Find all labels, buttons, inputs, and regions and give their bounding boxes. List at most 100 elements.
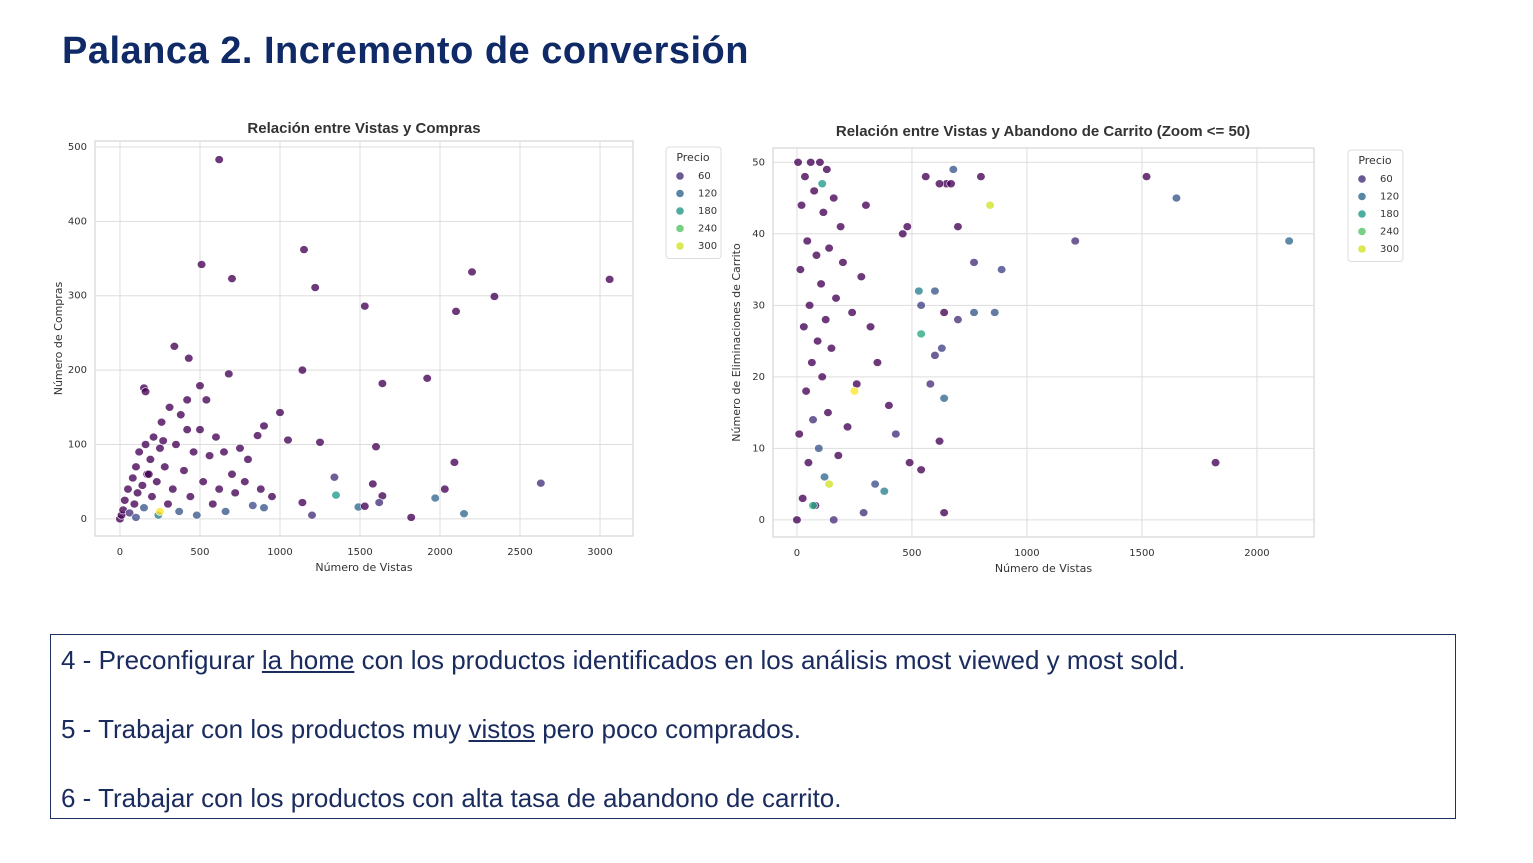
point [283, 435, 293, 445]
point [824, 479, 834, 489]
point [833, 451, 843, 460]
point [824, 243, 834, 253]
y-tick-label: 100 [68, 440, 87, 451]
y-tick-label: 0 [81, 514, 87, 525]
point [969, 308, 979, 317]
point [811, 250, 822, 260]
point [861, 200, 871, 210]
point [192, 510, 202, 520]
point [201, 395, 211, 405]
point [872, 358, 883, 367]
point [902, 222, 912, 231]
point [196, 260, 207, 269]
legend-swatch [1358, 227, 1366, 236]
point [275, 408, 285, 417]
point [985, 200, 995, 210]
point [132, 488, 143, 498]
point [128, 473, 138, 483]
legend-title: Precio [676, 151, 710, 164]
note-line: 4 - Preconfigurar la home con los produc… [61, 643, 1445, 712]
point [451, 307, 461, 316]
legend-swatch [676, 172, 684, 180]
point [605, 275, 615, 284]
point [235, 443, 245, 453]
point [946, 179, 956, 189]
point [243, 455, 253, 464]
point [155, 443, 165, 453]
legend-label: 120 [1380, 192, 1399, 203]
point [814, 444, 824, 453]
point [921, 172, 931, 181]
point [329, 472, 339, 482]
y-tick-label: 500 [68, 142, 87, 153]
point [204, 451, 215, 460]
point [140, 387, 151, 396]
point [227, 274, 237, 283]
note-line: 6 - Trabajar con los productos con alta … [61, 781, 1445, 850]
note-text: pero poco comprados. [535, 714, 801, 744]
point [331, 490, 341, 500]
point [374, 498, 384, 507]
point [905, 458, 915, 467]
point [211, 432, 221, 442]
y-tick-label: 40 [752, 229, 765, 240]
point [123, 484, 133, 494]
y-axis-label: Número de Eliminaciones de Carrito [730, 243, 743, 442]
point [836, 222, 846, 231]
point [120, 495, 130, 505]
note-link[interactable]: la home [261, 645, 355, 675]
point [310, 283, 320, 292]
point [188, 447, 199, 457]
note-link[interactable]: vistos [468, 714, 535, 744]
legend-swatch [676, 207, 684, 215]
point [1284, 236, 1294, 246]
point [818, 208, 828, 217]
point [184, 353, 194, 363]
point [934, 436, 945, 446]
point [852, 379, 862, 389]
point [259, 421, 269, 431]
y-tick-label: 10 [752, 443, 765, 454]
point [937, 343, 947, 353]
point [838, 258, 848, 267]
x-tick-label: 2500 [507, 547, 532, 558]
y-tick-label: 300 [68, 291, 87, 302]
x-tick-label: 1500 [347, 547, 372, 558]
point [969, 258, 979, 267]
legend-label: 180 [1380, 209, 1399, 220]
point [131, 513, 141, 522]
point [227, 469, 237, 479]
note-line: 5 - Trabajar con los productos muy visto… [61, 712, 1445, 781]
point [939, 308, 949, 317]
point [449, 458, 460, 467]
point [939, 393, 949, 403]
chart-title: Relación entre Vistas y Abandono de Carr… [836, 123, 1250, 140]
x-tick-label: 2000 [1244, 548, 1269, 559]
point [884, 401, 894, 410]
point [368, 479, 378, 489]
point [829, 193, 839, 203]
point [823, 408, 833, 417]
point [891, 429, 901, 439]
point [1210, 458, 1221, 467]
point [803, 458, 814, 467]
note-text: 6 - Trabajar con los productos con alta … [61, 783, 842, 813]
point [916, 329, 926, 339]
point [147, 492, 157, 501]
point [139, 503, 149, 513]
slide-title: Palanca 2. Incremento de conversión [62, 30, 749, 72]
x-tick-label: 1000 [267, 547, 292, 558]
y-tick-label: 400 [68, 216, 87, 227]
x-tick-label: 2000 [427, 547, 452, 558]
x-tick-label: 1500 [1129, 548, 1154, 559]
point [817, 372, 827, 382]
point [801, 386, 811, 396]
legend-swatch [1358, 245, 1366, 253]
point [865, 322, 876, 332]
point [990, 308, 1000, 317]
note-text: con los productos identificados en los a… [354, 645, 1186, 675]
point [799, 322, 809, 332]
point [140, 440, 151, 449]
legend-swatch [676, 189, 684, 198]
